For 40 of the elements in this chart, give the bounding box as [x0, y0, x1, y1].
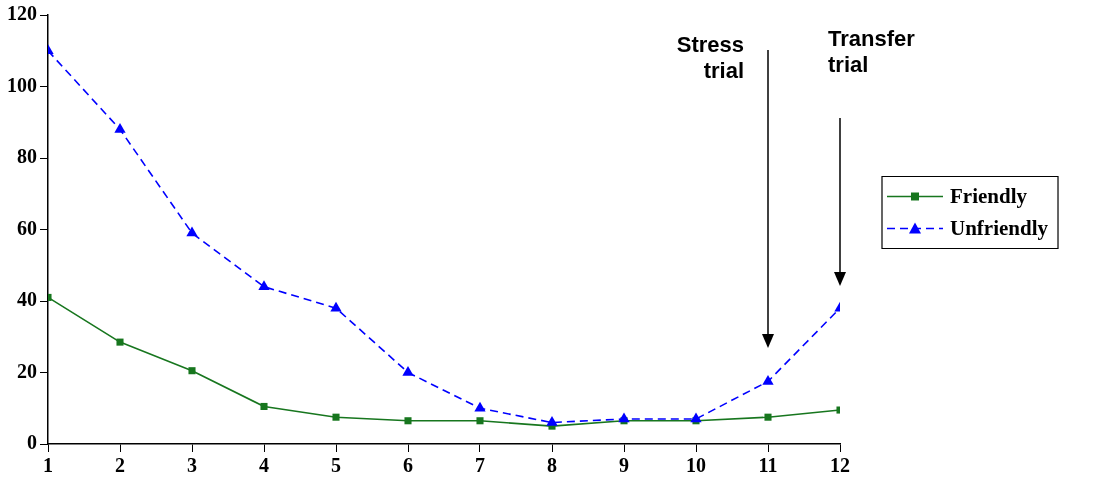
point — [474, 401, 486, 412]
point — [114, 122, 126, 133]
legend-label: Friendly — [950, 183, 1028, 208]
point — [402, 366, 414, 376]
y-tick-label: 40 — [17, 288, 37, 311]
x-tick-label: 4 — [259, 454, 269, 477]
x-tick-label: 9 — [619, 454, 629, 477]
y-tick-label: 60 — [17, 216, 37, 239]
point — [764, 413, 772, 421]
point — [258, 280, 270, 290]
x-tick-label: 7 — [475, 454, 485, 477]
y-tick-label: 20 — [17, 359, 37, 382]
y-tick-label: 100 — [7, 73, 37, 96]
y-tick-label: 120 — [7, 2, 37, 25]
point — [690, 412, 702, 423]
x-tick-label: 11 — [758, 454, 778, 477]
point — [116, 338, 124, 346]
x-tick-label: 10 — [686, 454, 706, 477]
x-tick-label: 2 — [115, 454, 125, 477]
legend-label: Unfriendly — [950, 215, 1049, 240]
point — [476, 417, 484, 425]
x-tick-label: 1 — [43, 454, 53, 477]
point — [546, 416, 558, 426]
y-tick-label: 0 — [27, 431, 37, 454]
x-tick-label: 3 — [187, 454, 197, 477]
x-tick-label: 12 — [830, 454, 850, 477]
annotation: Transfer trial — [828, 26, 916, 78]
point — [332, 413, 340, 421]
point — [330, 301, 342, 312]
point — [404, 417, 412, 425]
point — [186, 226, 198, 237]
point — [260, 402, 268, 410]
point — [762, 374, 774, 385]
y-tick-label: 80 — [17, 145, 37, 168]
point — [618, 412, 630, 423]
x-tick-label: 6 — [403, 454, 413, 477]
point — [188, 367, 196, 375]
x-tick-label: 8 — [547, 454, 557, 477]
x-tick-label: 5 — [331, 454, 341, 477]
annotation: Stress trial — [675, 32, 744, 84]
